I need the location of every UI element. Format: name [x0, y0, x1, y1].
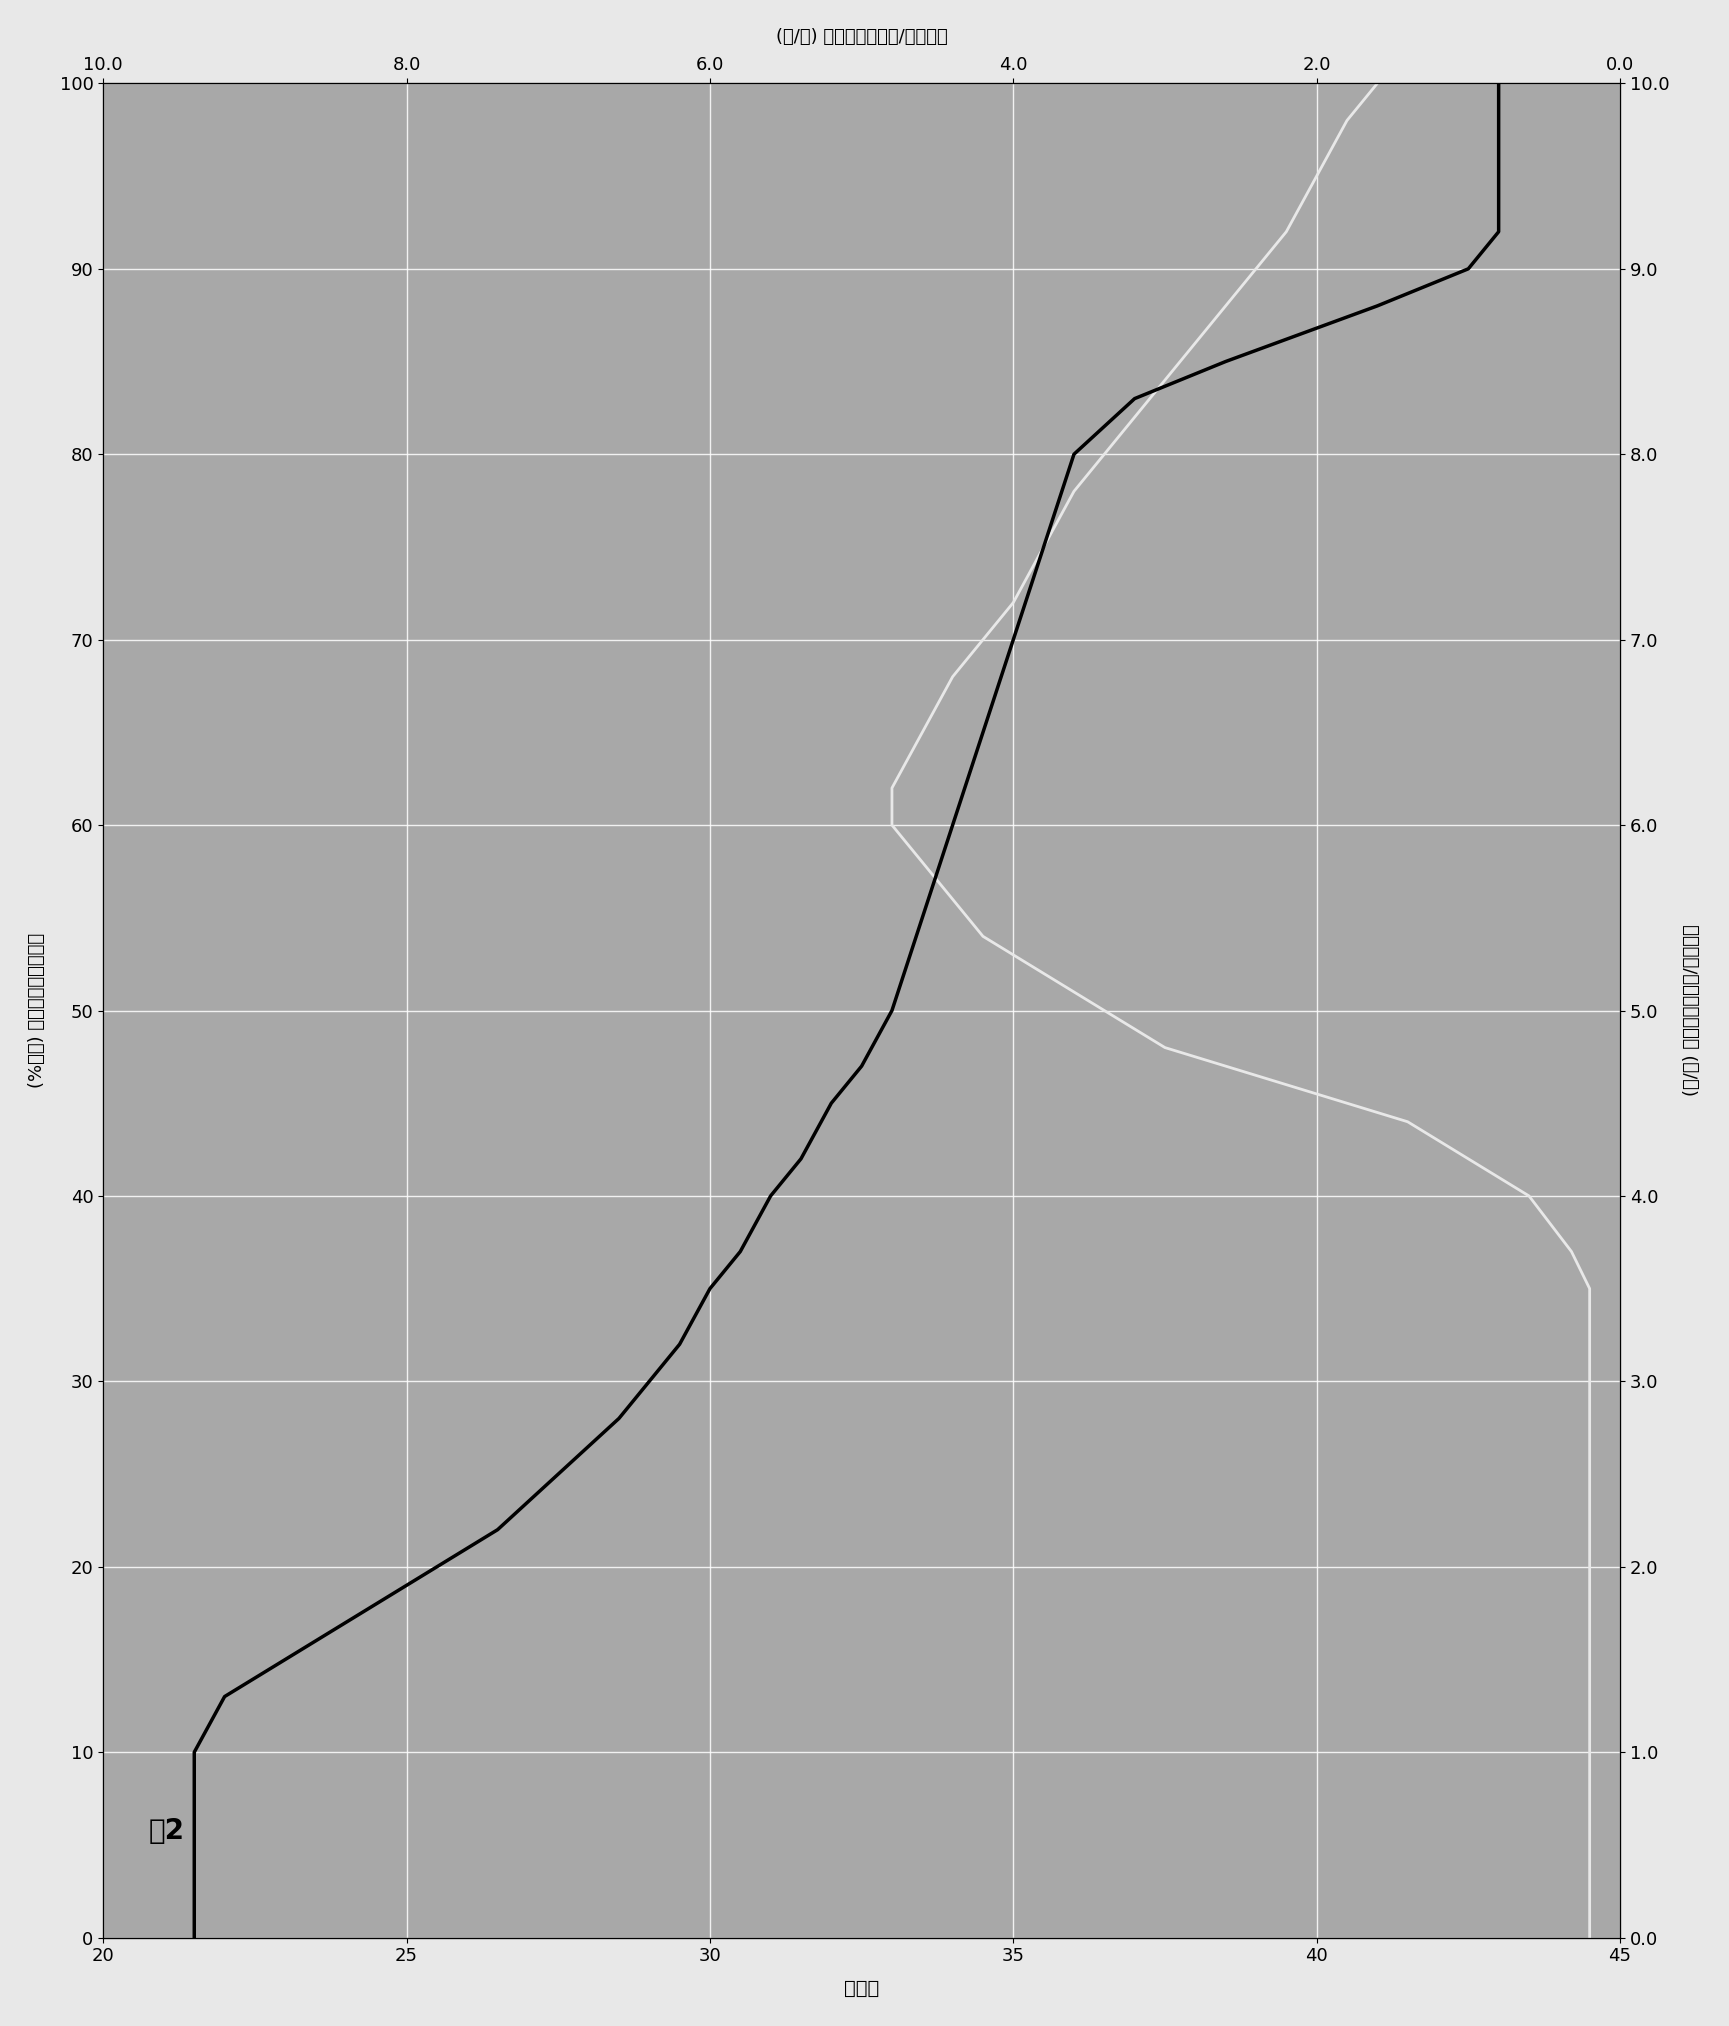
Y-axis label: (米/升) 塔板液上的芳烃/冰由二氧: (米/升) 塔板液上的芳烃/冰由二氧	[1684, 924, 1701, 1096]
X-axis label: 塔板数: 塔板数	[844, 1979, 880, 1998]
X-axis label: (米/升) 塔板液上的芳烃/冰由二氧: (米/升) 塔板液上的芳烃/冰由二氧	[776, 28, 947, 47]
Text: 图2: 图2	[149, 1817, 185, 1846]
Y-axis label: (%质量) 水在塔板液上的比例: (%质量) 水在塔板液上的比例	[28, 932, 45, 1088]
